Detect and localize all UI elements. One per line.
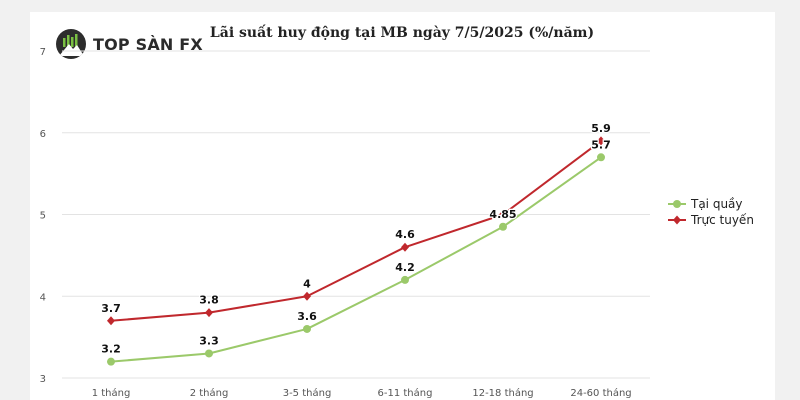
data-label: 3.7 (101, 302, 121, 315)
data-point[interactable] (499, 210, 507, 219)
brand-logo: TOP SÀN FX (56, 28, 203, 60)
series-line (110, 156, 602, 363)
y-axis: 3 4 5 6 7 (40, 47, 46, 385)
x-tick-label: 12-18 tháng (472, 387, 533, 399)
y-tick-label: 5 (40, 211, 46, 222)
data-labels: 3.2 3.3 3.6 4.2 4.85 5.7 3.7 3.8 4 4.6 5.9 (100, 121, 612, 357)
y-tick-label: 4 (40, 292, 46, 303)
legend-item[interactable]: Trực tuyến (668, 213, 754, 227)
y-tick-label: 6 (40, 129, 46, 140)
chart-legend[interactable]: Tại quầy Trực tuyến (668, 197, 754, 227)
data-label: 3.2 (101, 343, 121, 356)
x-tick-label: 3-5 tháng (283, 387, 332, 399)
data-point[interactable] (107, 357, 115, 366)
legend-marker (673, 200, 681, 208)
data-label: 4.85 (489, 208, 516, 221)
legend-label: Trực tuyến (690, 213, 754, 227)
brand-name: TOP SÀN FX (93, 34, 203, 54)
data-label: 4.6 (395, 228, 415, 241)
x-tick-label: 1 tháng (92, 387, 131, 399)
chart-title: Lãi suất huy động tại MB ngày 7/5/2025 (… (210, 23, 594, 41)
y-tick-label: 7 (40, 47, 46, 58)
data-point[interactable] (597, 136, 605, 146)
data-label: 3.6 (297, 310, 317, 323)
legend-label: Tại quầy (690, 197, 743, 211)
data-point[interactable] (107, 316, 115, 326)
data-point[interactable] (303, 324, 311, 333)
data-label: 5.7 (591, 138, 611, 151)
legend-item[interactable]: Tại quầy (668, 197, 743, 211)
data-label: 3.3 (199, 334, 219, 347)
x-axis: 1 tháng 2 tháng 3-5 tháng 6-11 tháng 12-18 t… (92, 387, 632, 399)
chart-grid (62, 50, 650, 379)
data-label: 4.2 (395, 261, 415, 274)
data-point[interactable] (401, 242, 409, 252)
x-tick-label: 2 tháng (190, 387, 229, 399)
y-tick-label: 3 (40, 374, 46, 385)
x-tick-label: 24-60 tháng (570, 387, 631, 399)
data-point[interactable] (303, 291, 311, 301)
data-point[interactable] (401, 275, 409, 284)
data-point[interactable] (499, 222, 507, 231)
data-point[interactable] (205, 308, 213, 318)
data-label: 5.9 (591, 122, 611, 135)
mountain-bars-icon (56, 29, 86, 59)
data-point[interactable] (205, 349, 213, 358)
data-label: 4 (303, 277, 311, 290)
x-tick-label: 6-11 tháng (378, 387, 433, 399)
legend-marker (673, 215, 681, 225)
chart-card (30, 12, 775, 400)
data-label: 3.8 (199, 294, 219, 307)
data-point[interactable] (597, 153, 605, 162)
series-layer (107, 136, 605, 366)
series-line (110, 140, 602, 322)
